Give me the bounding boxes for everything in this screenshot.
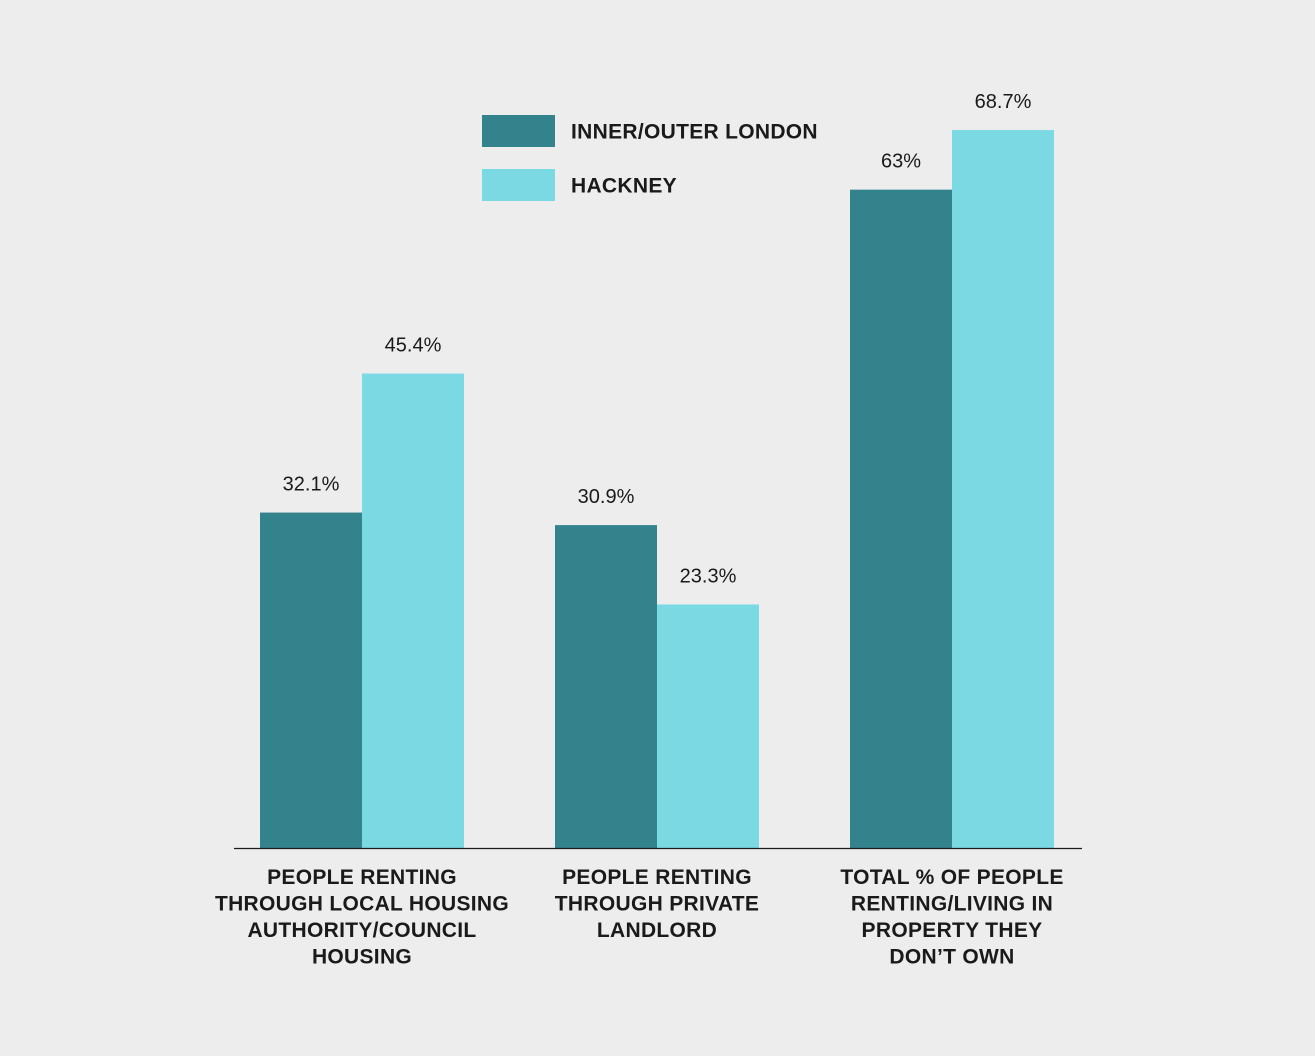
- bar-hackney-2: [952, 130, 1054, 848]
- bar-hackney-1: [657, 604, 759, 848]
- legend-swatch-hackney: [482, 169, 555, 201]
- category-label-line: PEOPLE RENTING: [562, 866, 752, 889]
- legend-label-inner-outer-london: INNER/OUTER LONDON: [571, 121, 818, 144]
- category-label-line: RENTING/LIVING IN: [851, 893, 1053, 916]
- category-labels-group: PEOPLE RENTING THROUGH LOCAL HOUSING AUTHO…: [215, 866, 1063, 969]
- data-label: 32.1%: [283, 474, 340, 496]
- bar-inner-outer-london-0: [260, 512, 362, 848]
- value-labels-group: 32.1% 45.4% 30.9% 23.3% 63% 68.7%: [283, 91, 1032, 587]
- legend: INNER/OUTER LONDON HACKNEY: [482, 115, 818, 201]
- data-label: 45.4%: [385, 335, 442, 357]
- legend-label-hackney: HACKNEY: [571, 175, 677, 198]
- category-label-line: THROUGH PRIVATE: [555, 893, 759, 916]
- bar-inner-outer-london-1: [555, 525, 657, 848]
- bar-hackney-0: [362, 373, 464, 848]
- category-label-line: PEOPLE RENTING: [267, 866, 457, 889]
- data-label: 30.9%: [578, 486, 635, 508]
- category-label-line: HOUSING: [312, 946, 412, 969]
- category-label-line: DON’T OWN: [889, 946, 1014, 969]
- legend-swatch-inner-outer-london: [482, 115, 555, 147]
- category-label-line: TOTAL % OF PEOPLE: [840, 866, 1063, 889]
- bars-group: [260, 130, 1054, 848]
- bar-inner-outer-london-2: [850, 189, 952, 848]
- data-label: 68.7%: [975, 91, 1032, 113]
- data-label: 23.3%: [680, 566, 737, 588]
- category-label-line: AUTHORITY/COUNCIL: [247, 919, 476, 942]
- data-label: 63%: [881, 151, 921, 173]
- category-label-line: THROUGH LOCAL HOUSING: [215, 893, 509, 916]
- category-label-line: LANDLORD: [597, 919, 717, 942]
- category-label-line: PROPERTY THEY: [862, 919, 1043, 942]
